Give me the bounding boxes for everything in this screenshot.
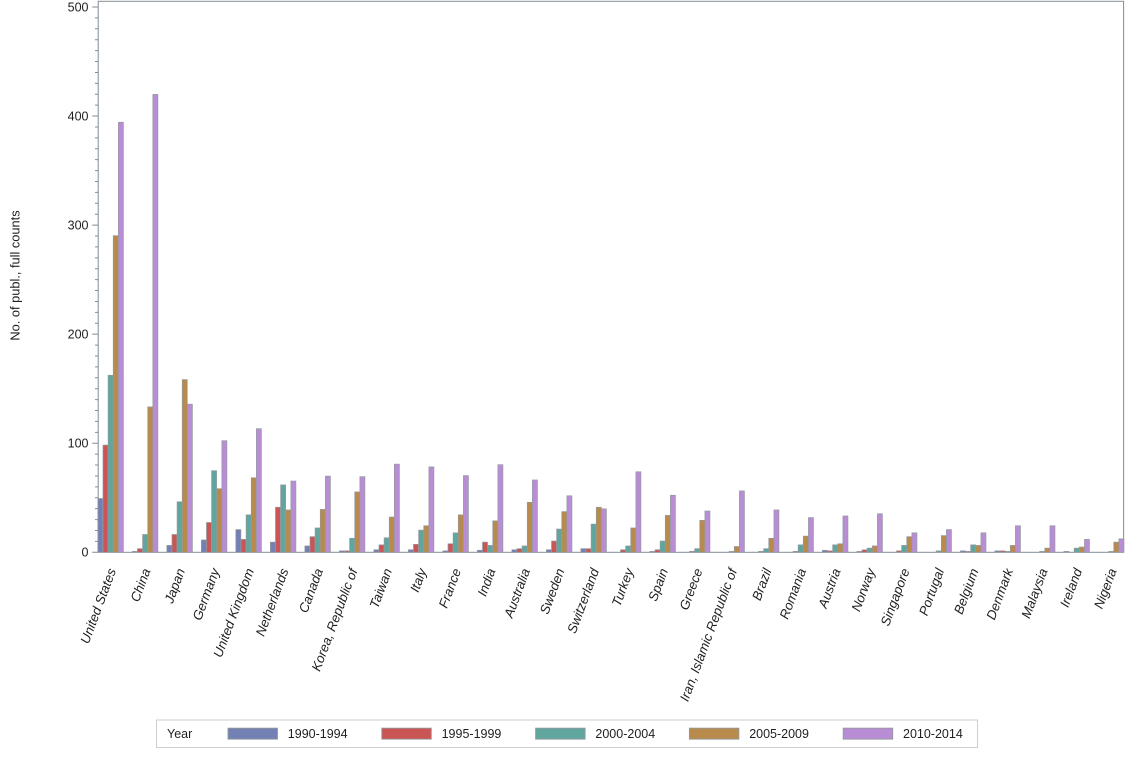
svg-text:2010-2014: 2010-2014 [903, 727, 963, 741]
svg-text:0: 0 [82, 546, 89, 560]
svg-text:2000-2004: 2000-2004 [595, 727, 655, 741]
svg-text:500: 500 [68, 0, 89, 14]
svg-text:300: 300 [68, 218, 89, 232]
svg-text:1995-1999: 1995-1999 [442, 727, 502, 741]
svg-text:Year: Year [167, 727, 192, 741]
svg-text:No. of publ., full counts: No. of publ., full counts [7, 210, 22, 340]
svg-text:100: 100 [68, 437, 89, 451]
svg-text:200: 200 [68, 327, 89, 341]
svg-text:400: 400 [68, 109, 89, 123]
svg-text:2005-2009: 2005-2009 [749, 727, 809, 741]
svg-text:1990-1994: 1990-1994 [288, 727, 348, 741]
